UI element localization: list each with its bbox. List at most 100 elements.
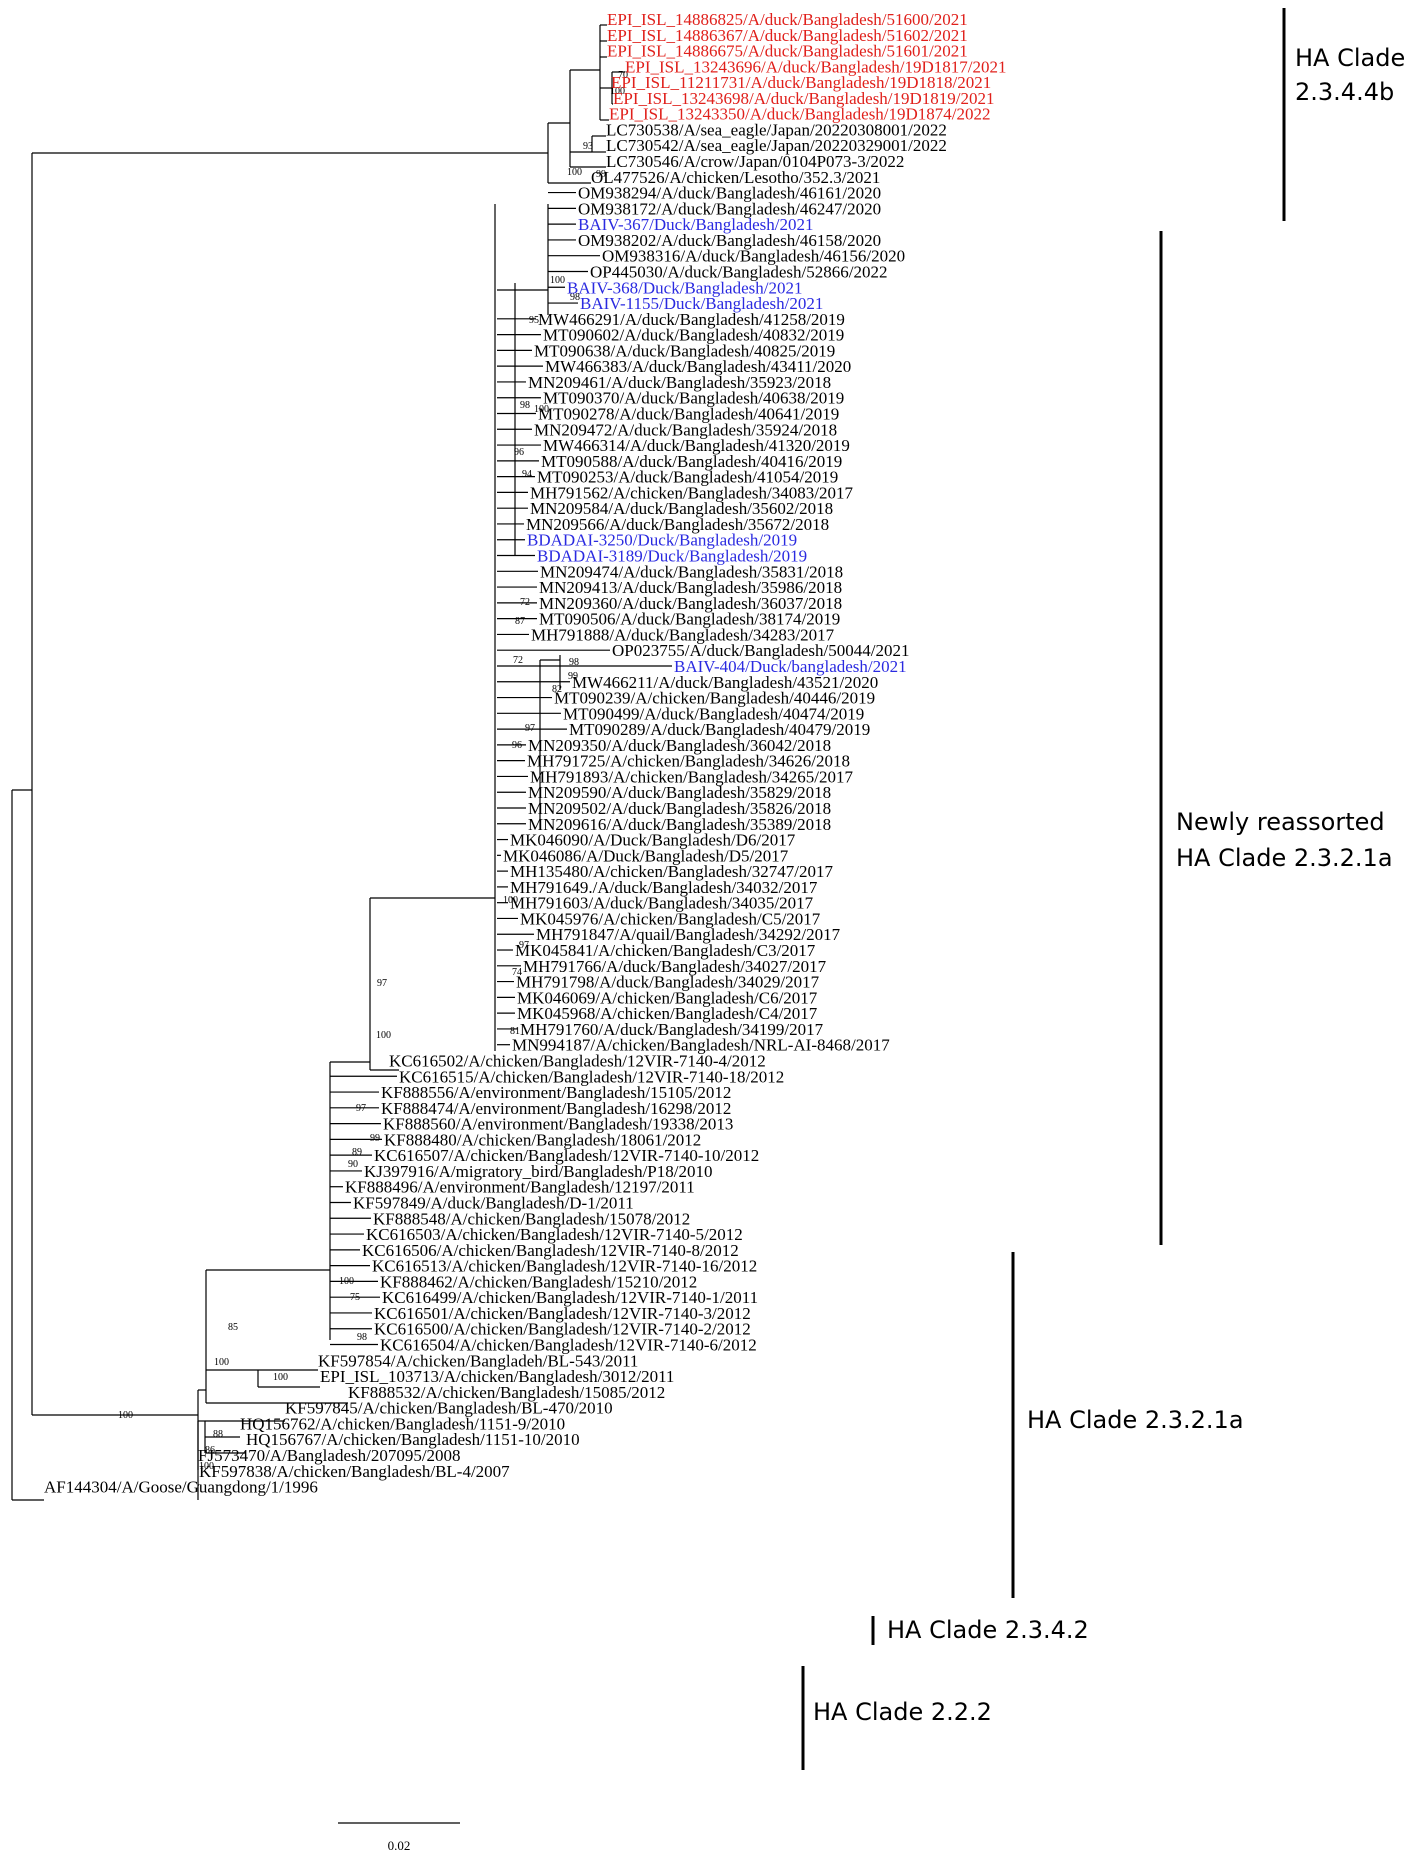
leaf-label: MN209350/A/duck/Bangladesh/36042/2018 <box>528 736 831 755</box>
bootstrap-value: 99 <box>370 1133 380 1144</box>
bootstrap-value: 70 <box>618 70 628 81</box>
bootstrap-value: 90 <box>348 1159 358 1170</box>
bootstrap-value: 81 <box>510 1026 520 1037</box>
leaf-label: OM938316/A/duck/Bangladesh/46156/2020 <box>602 247 905 266</box>
leaf-label: OP445030/A/duck/Bangladesh/52866/2022 <box>590 262 887 281</box>
bootstrap-value: 88 <box>213 1429 223 1440</box>
leaf-label: MN209360/A/duck/Bangladesh/36037/2018 <box>539 594 842 613</box>
leaf-label: EPI_ISL_13243350/A/duck/Bangladesh/19D18… <box>609 105 991 124</box>
leaf-label: LC730542/A/sea_eagle/Japan/20220329001/2… <box>606 136 947 155</box>
leaf-label: BAIV-404/Duck/bangladesh/2021 <box>674 657 907 676</box>
leaf-label: MH791766/A/duck/Bangladesh/34027/2017 <box>523 957 827 976</box>
leaf-label: MH791893/A/chicken/Bangladesh/34265/2017 <box>530 767 853 786</box>
bootstrap-value: 93 <box>583 141 593 152</box>
bootstrap-value: 99 <box>596 169 606 180</box>
leaf-label: MT090239/A/chicken/Bangladesh/40446/2019 <box>554 689 875 708</box>
leaf-label: MT090289/A/duck/Bangladesh/40479/2019 <box>569 720 870 739</box>
leaf-label: MT090506/A/duck/Bangladesh/38174/2019 <box>539 610 840 629</box>
leaf-label: KF888480/A/chicken/Bangladesh/18061/2012 <box>384 1130 701 1149</box>
bootstrap-value: 100 <box>273 1372 288 1383</box>
leaf-label: MN209413/A/duck/Bangladesh/35986/2018 <box>539 578 842 597</box>
leaf-label: KC616501/A/chicken/Bangladesh/12VIR-7140… <box>374 1304 751 1323</box>
leaf-label: HQ156767/A/chicken/Bangladesh/1151-10/20… <box>246 1430 580 1449</box>
clade-label: HA Clade 2.3.2.1a <box>1176 844 1393 872</box>
leaf-label: MN209584/A/duck/Bangladesh/35602/2018 <box>530 499 833 518</box>
leaf-label: MH791562/A/chicken/Bangladesh/34083/2017 <box>530 483 853 502</box>
clade-label: HA Clade 2.3.2.1a <box>1027 1406 1244 1434</box>
leaf-label: KC616507/A/chicken/Bangladesh/12VIR-7140… <box>374 1146 759 1165</box>
leaf-label: LC730538/A/sea_eagle/Japan/20220308001/2… <box>606 120 947 139</box>
leaf-label: KF888548/A/chicken/Bangladesh/15078/2012 <box>373 1209 690 1228</box>
leaf-label: BAIV-368/Duck/Bangladesh/2021 <box>567 278 802 297</box>
clade-label: HA Clade <box>1295 44 1405 72</box>
bootstrap-values: 70 100 93 100 99 100 98 95 98 100 96 94 72 87 72 98 99 82… <box>118 70 628 1472</box>
bootstrap-value: 100 <box>534 404 549 415</box>
bootstrap-value: 100 <box>339 1276 354 1287</box>
bootstrap-value: 100 <box>118 1410 133 1421</box>
bootstrap-value: 100 <box>214 1357 229 1368</box>
bootstrap-value: 100 <box>503 895 518 906</box>
leaf-label: MT090602/A/duck/Bangladesh/40832/2019 <box>543 326 844 345</box>
bootstrap-value: 97 <box>519 940 529 951</box>
leaf-label: EPI_ISL_14886825/A/duck/Bangladesh/51600… <box>607 10 968 29</box>
leaf-label: OM938202/A/duck/Bangladesh/46158/2020 <box>578 231 881 250</box>
leaf-label: MK045968/A/chicken/Bangladesh/C4/2017 <box>517 1004 818 1023</box>
bootstrap-value: 72 <box>513 655 523 666</box>
leaf-label: MT090588/A/duck/Bangladesh/40416/2019 <box>541 452 842 471</box>
leaf-label: MN209590/A/duck/Bangladesh/35829/2018 <box>528 783 831 802</box>
leaf-label: KC616500/A/chicken/Bangladesh/12VIR-7140… <box>374 1320 751 1339</box>
leaf-label: OM938294/A/duck/Bangladesh/46161/2020 <box>578 184 881 203</box>
leaf-label: MH791798/A/duck/Bangladesh/34029/2017 <box>516 973 820 992</box>
clade-label: HA Clade 2.3.4.2 <box>887 1616 1089 1644</box>
bootstrap-value: 100 <box>567 167 582 178</box>
leaf-label: AF144304/A/Goose/Guangdong/1/1996 <box>44 1478 318 1497</box>
clade-annotations: HA Clade 2.3.4.4b Newly reassorted HA Clade… <box>801 8 1405 1770</box>
bootstrap-value: 97 <box>356 1103 366 1114</box>
leaf-label: KC616513/A/chicken/Bangladesh/12VIR-7140… <box>372 1257 757 1276</box>
leaf-label: KF888474/A/environment/Bangladesh/16298/… <box>381 1099 731 1118</box>
leaf-label: KF597854/A/chicken/Bangladeh/BL-543/2011 <box>318 1351 638 1370</box>
leaf-label: MT090499/A/duck/Bangladesh/40474/2019 <box>563 704 864 723</box>
leaf-label: EPI_ISL_11211731/A/duck/Bangladesh/19D18… <box>611 73 991 92</box>
leaf-label: MH791847/A/quail/Bangladesh/34292/2017 <box>536 925 841 944</box>
bootstrap-value: 98 <box>570 292 580 303</box>
leaf-label: MK045976/A/chicken/Bangladesh/C5/2017 <box>520 909 821 928</box>
leaf-label: KF888462/A/chicken/Bangladesh/15210/2012 <box>380 1272 697 1291</box>
leaf-label: BAIV-367/Duck/Bangladesh/2021 <box>578 215 813 234</box>
leaf-label: KF597838/A/chicken/Bangladesh/BL-4/2007 <box>199 1462 510 1481</box>
bootstrap-value: 96 <box>514 447 524 458</box>
tree-branches <box>11 24 672 1501</box>
leaf-label: BAIV-1155/Duck/Bangladesh/2021 <box>580 294 823 313</box>
leaf-label: MK046086/A/Duck/Bangladesh/D5/2017 <box>503 846 789 865</box>
bootstrap-value: 100 <box>376 1030 391 1041</box>
clade-label: 2.3.4.4b <box>1295 78 1394 106</box>
leaf-label: EPI_ISL_103713/A/chicken/Bangladesh/3012… <box>320 1367 674 1386</box>
bootstrap-value: 85 <box>228 1322 238 1333</box>
leaf-label: KJ397916/A/migratory_bird/Bangladesh/P18… <box>364 1162 712 1181</box>
leaf-label: KC616502/A/chicken/Bangladesh/12VIR-7140… <box>389 1051 766 1070</box>
leaf-label: MW466211/A/duck/Bangladesh/43521/2020 <box>572 673 878 692</box>
bootstrap-value: 100 <box>199 1461 214 1472</box>
bootstrap-value: 99 <box>568 671 578 682</box>
leaf-label: KC616506/A/chicken/Bangladesh/12VIR-7140… <box>362 1241 739 1260</box>
leaf-label: BDADAI-3250/Duck/Bangladesh/2019 <box>527 531 797 550</box>
leaf-label: MN209472/A/duck/Bangladesh/35924/2018 <box>534 420 837 439</box>
bootstrap-value: 97 <box>525 723 535 734</box>
leaf-label: KC616503/A/chicken/Bangladesh/12VIR-7140… <box>366 1225 743 1244</box>
leaf-label: MK046069/A/chicken/Bangladesh/C6/2017 <box>517 988 818 1007</box>
leaf-label: KF888560/A/environment/Bangladesh/19338/… <box>383 1115 733 1134</box>
leaf-label: KC616499/A/chicken/Bangladesh/12VIR-7140… <box>382 1288 758 1307</box>
leaf-label: MH791603/A/duck/Bangladesh/34035/2017 <box>510 894 814 913</box>
bootstrap-value: 95 <box>529 315 539 326</box>
bootstrap-value: 74 <box>512 967 522 978</box>
leaf-label: MK045841/A/chicken/Bangladesh/C3/2017 <box>515 941 816 960</box>
leaf-label: MN209474/A/duck/Bangladesh/35831/2018 <box>540 562 843 581</box>
leaf-label: KC616515/A/chicken/Bangladesh/12VIR-7140… <box>399 1067 784 1086</box>
leaf-label: MT090638/A/duck/Bangladesh/40825/2019 <box>534 341 835 360</box>
bootstrap-value: 72 <box>520 597 530 608</box>
leaf-label: OP023755/A/duck/Bangladesh/50044/2021 <box>612 641 909 660</box>
leaf-label: OL477526/A/chicken/Lesotho/352.3/2021 <box>591 168 880 187</box>
scale-bar: 0.02 <box>338 1822 460 1853</box>
